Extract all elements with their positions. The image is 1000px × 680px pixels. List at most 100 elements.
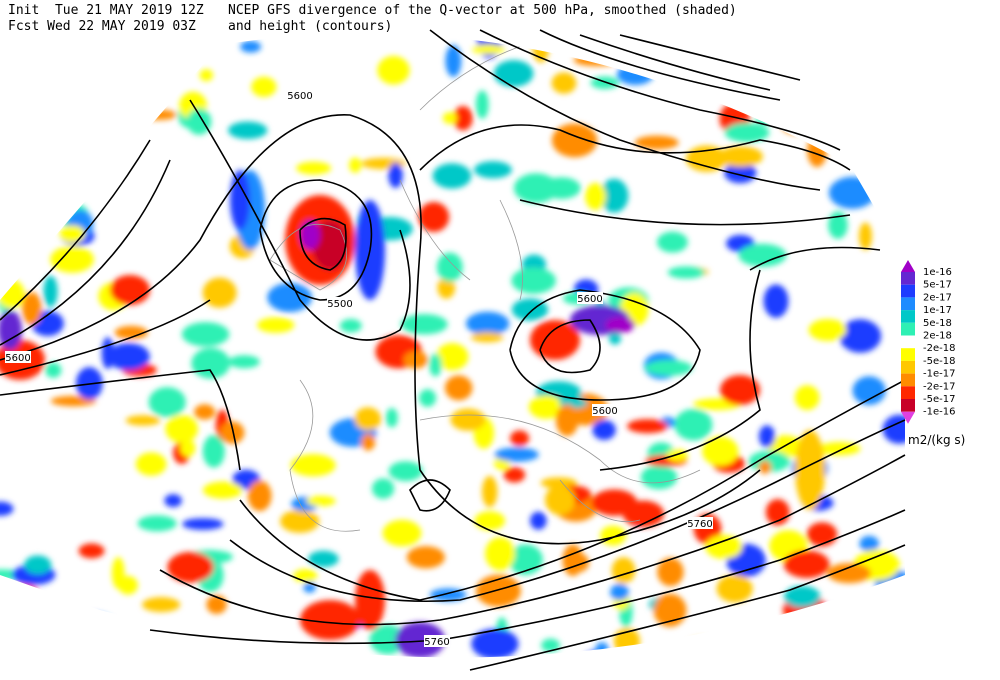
shade-blob [724,162,757,184]
shade-blob [839,319,882,353]
contour-label: 5600 [5,353,30,364]
shade-feature [312,220,348,270]
shade-blob [472,44,505,55]
shade-blob [0,501,14,516]
shade-blob [794,385,820,411]
init-time: Init Tue 21 MAY 2019 12Z [8,3,204,18]
colorbar-label: -1e-17 [923,369,955,380]
shade-blob [194,404,216,420]
shade-blob [783,550,830,579]
colorbar-label: 2e-17 [923,292,952,303]
shade-blob [705,534,743,559]
contour-label: 5500 [327,299,352,310]
shade-blob [437,276,456,299]
shade-blob [702,436,739,466]
shade-blob [349,157,362,173]
shade-blob [361,433,376,451]
shade-blob [444,375,473,401]
shade-blob [763,284,789,318]
shade-blob [44,186,63,206]
shade-blob [828,176,876,209]
shade-blob [406,546,445,569]
shade-blob [400,314,448,335]
shade-blob [385,407,398,428]
shade-blob [513,173,559,203]
shade-blob [781,115,810,135]
contour-label-bg [424,635,450,647]
shade-blob [135,452,167,476]
shade-blob [718,146,763,167]
shade-blob [882,414,905,444]
shade-blob [754,98,776,125]
coastlines [269,39,701,532]
shade-blob [148,387,186,418]
shade-blob [510,430,530,447]
shade-feature [0,310,22,350]
shade-blob [858,80,878,92]
shade-blob [256,317,295,333]
shade-blob [592,419,616,441]
shade-blob [45,362,62,378]
contour-labels: 5600 5500 5600 5600 5600 5760 5760 [5,89,713,648]
shade-blob [115,85,132,98]
shade-blob [354,407,382,431]
shade-blob [475,90,489,119]
shade-blob [627,419,668,434]
shade-blob [126,64,156,84]
shade-blob [142,109,177,120]
shade-blob [280,509,320,533]
colorbar-swatch [901,284,915,298]
shade-blob [382,519,422,547]
contour-label-bg [577,292,603,304]
contour-label-bg [327,297,353,309]
shade-blob [106,343,150,371]
colorbar-swatch [901,272,915,285]
contour-label-bg [592,404,618,416]
shade-blob [758,425,776,448]
shade-blob [562,544,584,577]
shade-blob [644,359,693,376]
shade-blob [93,144,114,156]
shade-blob [807,134,827,168]
shade-blob [445,44,462,77]
shade-blob [540,477,578,489]
shade-blob [436,252,463,282]
shade-blob [738,243,787,267]
shade-blob [473,161,512,179]
shade-blob [74,613,116,639]
unit-label: m2/(kg s) [908,433,965,447]
shade-blob [503,467,526,483]
shade-blob [50,245,94,273]
shade-blob [0,218,25,242]
shade-blob [114,325,148,340]
shade-blob [656,231,688,253]
shade-blob [858,222,872,251]
shading [0,33,905,658]
shade-blob [67,91,82,116]
shade-feature [300,600,360,640]
contour-label: 5760 [687,519,712,530]
shade-blob [24,555,52,575]
shade-blob [377,55,410,85]
shade-blob [616,63,654,86]
shade-blob [555,404,579,437]
shade-blob [657,557,684,587]
shade-blob [780,644,803,658]
shade-blob [306,495,336,507]
shade-blob [808,318,847,341]
shade-feature [545,485,575,515]
shade-blob [174,49,193,72]
shade-blob [541,638,561,652]
shade-blob [142,597,181,613]
shade-blob [251,76,277,98]
shade-blob [118,575,138,595]
shade-blob [758,460,772,474]
colorbar-label: 1e-16 [923,267,952,278]
shade-blob [180,439,196,457]
colorbar-label: 5e-18 [923,318,952,329]
shade-blob [494,447,539,462]
contour-label: 5760 [424,637,449,648]
colorbar-label: -2e-18 [923,343,955,354]
colorbar-label: -5e-18 [923,356,955,367]
